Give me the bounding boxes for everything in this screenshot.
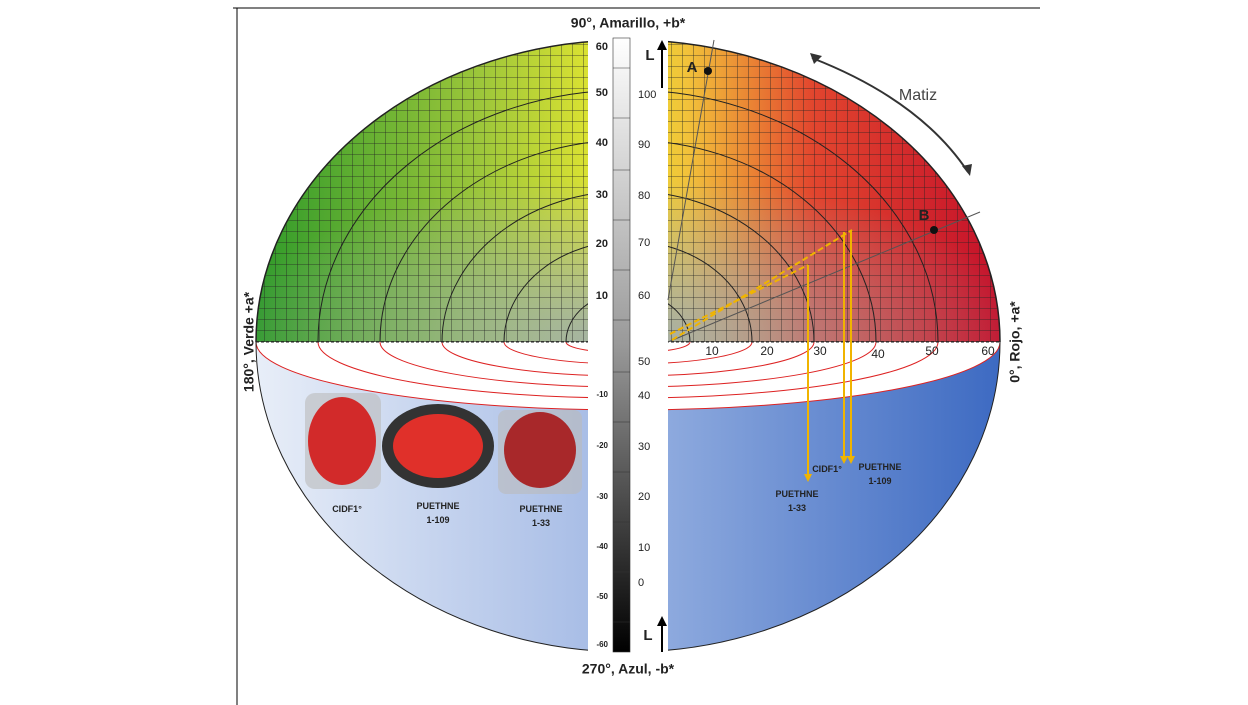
a-scale-label: 20: [760, 344, 774, 358]
point: [930, 226, 938, 234]
b-scale-label: 30: [596, 189, 608, 201]
b-scale-label: -40: [596, 542, 608, 551]
sample-label: PUETHNE 1-109: [416, 501, 459, 525]
a-scale-label: 10: [705, 344, 719, 358]
b-scale-label: 40: [596, 137, 608, 149]
b-scale-label: -10: [596, 390, 608, 399]
axis-label: 0°, Rojo, +a*: [1007, 301, 1023, 383]
sample-label-line: 1-33: [788, 503, 806, 513]
l-scale-label: 0: [638, 577, 644, 589]
b-scale-label: -50: [596, 592, 608, 601]
l-label: L: [643, 627, 652, 644]
gray-scale: [612, 37, 631, 653]
l-scale-label: 90: [638, 139, 650, 151]
sample-label-line: 1-109: [868, 476, 891, 486]
point-label: B: [919, 207, 930, 224]
sample-label-line: PUETHNE: [775, 489, 818, 499]
sample-label-line: 1-33: [532, 518, 550, 528]
a-scale-label: 50: [925, 344, 939, 358]
point-label: A: [687, 59, 698, 76]
b-scale-label: 60: [596, 41, 608, 53]
hue-arrow: [810, 53, 822, 64]
axis-label: 90°, Amarillo, +b*: [571, 15, 686, 31]
a-scale-label: 30: [813, 344, 827, 358]
point: [704, 67, 712, 75]
l-scale-label: 10: [638, 542, 650, 554]
hue-arrow: [962, 164, 972, 176]
l-scale-label: 80: [638, 190, 650, 202]
sample-label: PUETHNE 1-109: [858, 462, 901, 486]
b-scale-label: 50: [596, 87, 608, 99]
hue-line: [667, 211, 981, 343]
sample-label-line: PUETHNE: [858, 462, 901, 472]
sample-label-line: 1-109: [426, 515, 449, 525]
sample-label-line: CIDF1°: [812, 464, 842, 474]
yellow-lines: [669, 229, 853, 476]
sample-label: PUETHNE 1-33: [519, 504, 562, 528]
a-scale-label: 40: [871, 347, 885, 361]
hue-line: [667, 39, 715, 301]
l-scale-label: 70: [638, 237, 650, 249]
gray-scale-dividers: [613, 67, 630, 623]
l-scale-label: 30: [638, 441, 650, 453]
hue-arrow: [811, 57, 969, 173]
axis-label: 180°, Verde +a*: [241, 291, 257, 392]
b-scale-label: -60: [596, 640, 608, 649]
b-scale-label: -20: [596, 441, 608, 450]
l-scale-label: 50: [638, 356, 650, 368]
l-arrow: [657, 616, 667, 626]
a-scale-label: 60: [981, 344, 995, 358]
sample-label: CIDF1°: [812, 464, 842, 474]
l-scale-label: 100: [638, 89, 656, 101]
l-scale-label: 20: [638, 491, 650, 503]
b-scale-label: -30: [596, 492, 608, 501]
sample-label-line: PUETHNE: [416, 501, 459, 511]
tomato-photos: [305, 393, 582, 494]
l-scale-label: 60: [638, 290, 650, 302]
l-scale-label: 40: [638, 390, 650, 402]
b-scale-label: 20: [596, 238, 608, 250]
sample-label-line: PUETHNE: [519, 504, 562, 514]
yellow-arrowheads: [804, 456, 855, 482]
l-arrow: [657, 40, 667, 50]
sample-label: PUETHNE 1-33: [775, 489, 818, 513]
hue-label: Matiz: [899, 87, 937, 104]
b-scale-label: 10: [596, 290, 608, 302]
sample-label: CIDF1°: [332, 504, 362, 514]
axis-label: 270°, Azul, -b*: [582, 661, 675, 677]
l-label: L: [645, 47, 654, 64]
sample-label-line: CIDF1°: [332, 504, 362, 514]
